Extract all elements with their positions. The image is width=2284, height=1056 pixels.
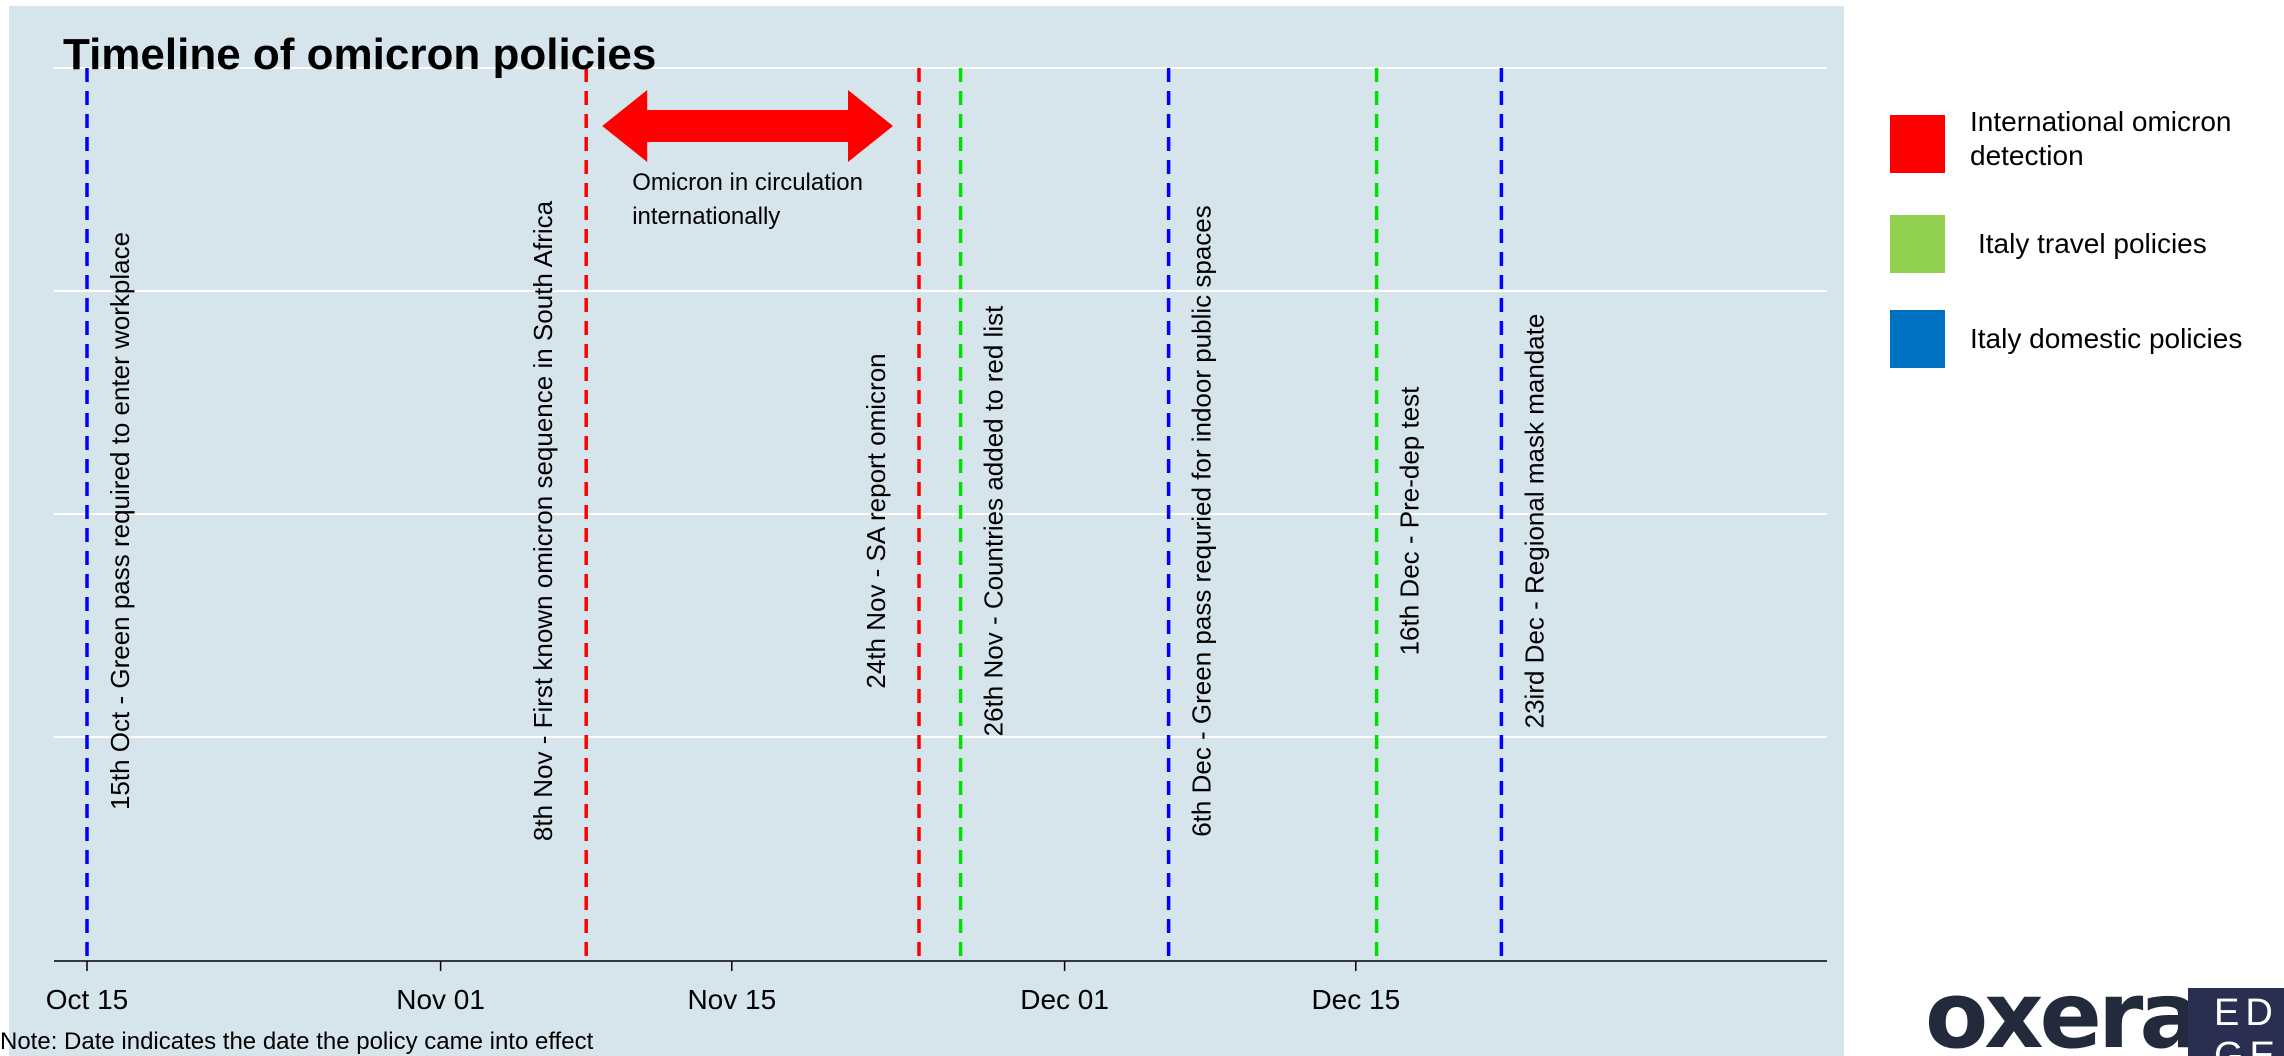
oxera-logo: oxera ED GE [1925,980,2284,1056]
event-label-2: 24th Nov - SA report omicron [861,353,891,688]
event-label-5: 16th Dec - Pre-dep test [1395,386,1425,656]
x-tick-label-0: Oct 15 [46,984,128,1015]
legend-label-domestic: Italy domestic policies [1970,323,2243,354]
circulation-arrow [602,90,893,162]
logo-wordmark: oxera [1925,980,2201,1056]
event-label-3: 26th Nov - Countries added to red list [979,305,1009,736]
circulation-label-line-0: Omicron in circulation [632,169,863,196]
chart-title: Timeline of omicron policies [63,30,657,79]
x-tick-label-1: Nov 01 [396,984,485,1015]
timeline-chart: Oct 15 Nov 01 Nov 15 Dec 01 Dec 15 15th Oct -… [46,67,1827,1015]
x-tick-label-3: Dec 01 [1020,984,1109,1015]
footnote: Note: Date indicates the date the policy… [0,1028,594,1055]
x-tick-label-2: Nov 15 [687,984,776,1015]
circulation-label-line-1: internationally [632,203,780,230]
chart-panel: Oct 15 Nov 01 Nov 15 Dec 01 Dec 15 15th Oct -… [9,6,1844,1056]
legend-swatch-international [1890,115,1945,173]
legend-label-international: International omicron detection [1970,106,2232,171]
legend-swatch-travel [1890,215,1945,273]
legend-label-travel: Italy travel policies [1978,228,2207,259]
event-label-1: 8th Nov - First known omicron sequence i… [528,200,558,841]
logo-badge: ED GE [2188,988,2284,1056]
x-tick-label-4: Dec 15 [1311,984,1400,1015]
event-label-4: 6th Dec - Green pass requried for indoor… [1187,205,1217,837]
event-label-0: 15th Oct - Green pass required to enter … [105,232,135,810]
event-label-6: 23ird Dec - Regional mask mandate [1519,314,1549,729]
legend-swatch-domestic [1890,310,1945,368]
